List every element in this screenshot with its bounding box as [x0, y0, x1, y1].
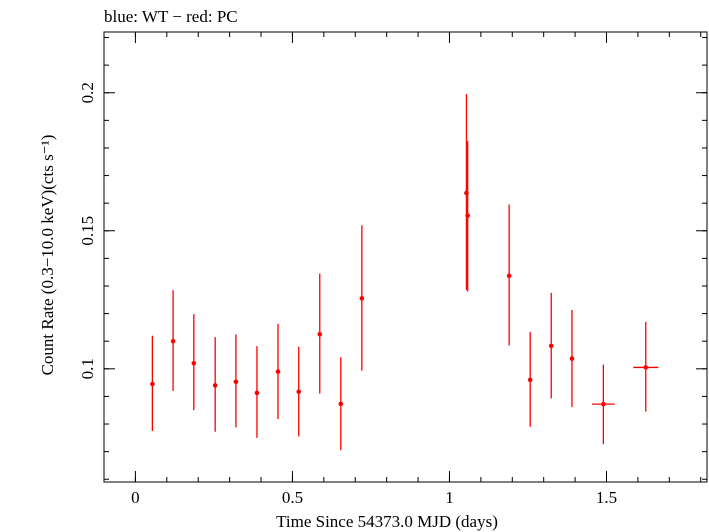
data-point — [592, 364, 615, 445]
data-point — [506, 204, 512, 346]
point-marker — [191, 360, 197, 366]
point-marker — [296, 389, 302, 395]
point-marker — [338, 401, 344, 407]
data-point — [359, 225, 365, 371]
point-marker — [569, 356, 575, 361]
point-marker — [465, 213, 470, 218]
point-marker — [548, 343, 554, 349]
data-point — [527, 332, 533, 427]
y-tick-label: 0.2 — [78, 82, 97, 103]
point-marker — [643, 365, 649, 370]
point-marker — [601, 401, 606, 407]
data-point — [317, 273, 323, 394]
x-tick-label: 0.5 — [282, 488, 303, 507]
point-marker — [150, 381, 155, 387]
x-tick-label: 1 — [445, 488, 454, 507]
point-marker — [317, 332, 323, 337]
y-tick-label: 0.15 — [78, 216, 97, 246]
point-marker — [170, 338, 176, 344]
data-point — [548, 292, 554, 399]
point-marker — [212, 383, 218, 388]
plot-frame — [103, 31, 708, 483]
axis-ticks: 0 0.5 1 1.5 0.1 0.15 0.2 — [78, 32, 707, 507]
data-point — [338, 357, 344, 451]
data-point — [150, 335, 155, 431]
y-tick-label: 0.1 — [78, 358, 97, 379]
y-axis-label: Count Rate (0.3−10.0 keV)(cts s⁻¹) — [38, 135, 57, 376]
data-point — [170, 290, 176, 391]
x-axis-label: Time Since 54373.0 MJD (days) — [276, 512, 498, 531]
data-point — [569, 310, 575, 407]
data-point — [212, 337, 218, 432]
point-marker — [275, 369, 281, 374]
point-marker — [233, 379, 239, 385]
data-point — [254, 346, 260, 438]
data-point — [191, 314, 197, 411]
point-marker — [254, 390, 260, 396]
data-points — [150, 94, 659, 451]
data-point — [633, 321, 659, 412]
data-point — [275, 323, 281, 420]
data-point — [296, 346, 302, 437]
chart-title: blue: WT − red: PC — [104, 7, 238, 26]
data-point — [465, 141, 470, 292]
x-tick-label: 0 — [131, 488, 140, 507]
x-tick-label: 1.5 — [596, 488, 617, 507]
point-marker — [506, 273, 512, 279]
point-marker — [359, 296, 365, 301]
point-marker — [527, 377, 533, 383]
data-point — [233, 334, 239, 428]
